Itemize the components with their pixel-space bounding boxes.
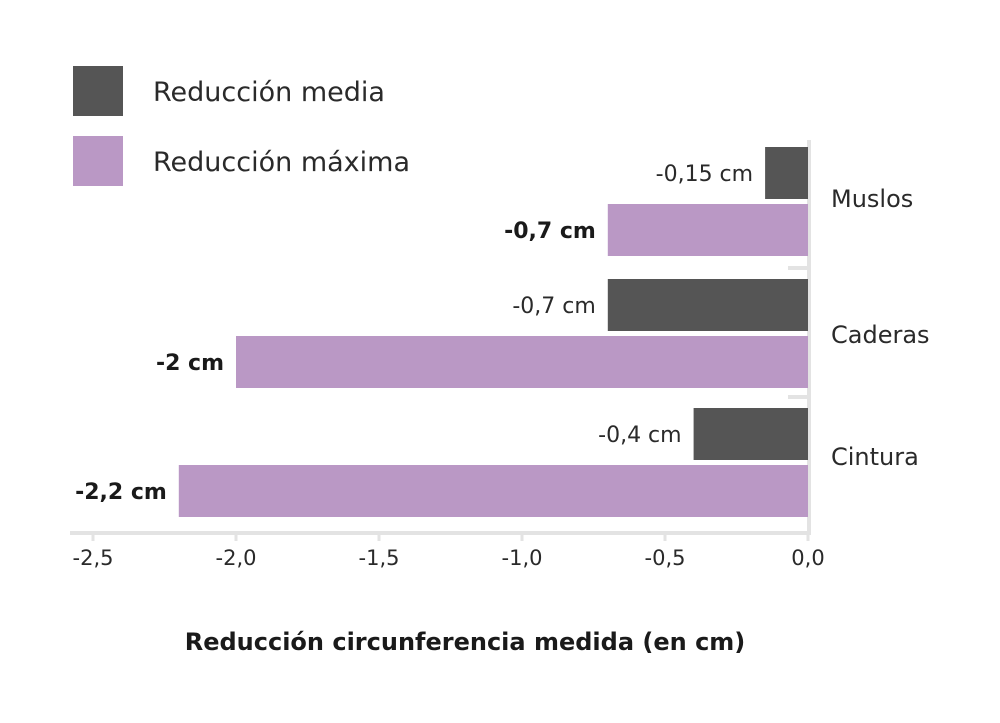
- data-label: -2,2 cm: [75, 480, 167, 505]
- x-tick-labels: -2,5 -2,0 -1,5 -1,0 -0,5 0,0: [73, 546, 825, 570]
- legend-swatch: [73, 66, 123, 116]
- category-label: Cintura: [831, 443, 919, 471]
- bar-maxima: [236, 336, 808, 388]
- axes: [70, 140, 811, 541]
- bar-media: [607, 279, 808, 331]
- x-tick-label: -1,5: [359, 546, 400, 570]
- x-axis-label: Reducción circunferencia medida (en cm): [185, 628, 746, 656]
- bar-media: [693, 408, 808, 460]
- bar-maxima: [178, 465, 809, 517]
- data-label: -0,4 cm: [598, 423, 681, 448]
- x-tick-label: 0,0: [791, 546, 824, 570]
- data-label: -0,7 cm: [512, 294, 595, 319]
- x-tick-label: -0,5: [645, 546, 686, 570]
- value-labels: -0,15 cm -0,7 cm -0,7 cm -2 cm -0,4 cm -2,2 c…: [75, 162, 753, 505]
- data-label: -2 cm: [156, 351, 224, 376]
- legend: Reducción media Reducción máxima: [73, 66, 410, 186]
- data-label: -0,15 cm: [656, 162, 753, 187]
- category-label: Caderas: [831, 321, 930, 349]
- x-tick-label: -2,0: [216, 546, 257, 570]
- x-tick-label: -2,5: [73, 546, 114, 570]
- category-label: Muslos: [831, 185, 913, 213]
- category-labels: Muslos Caderas Cintura: [831, 185, 930, 471]
- legend-label: Reducción media: [153, 77, 385, 108]
- data-label: -0,7 cm: [504, 219, 596, 244]
- bar-media: [765, 147, 808, 199]
- legend-swatch: [73, 136, 123, 186]
- bar-maxima: [607, 204, 808, 256]
- x-tick-label: -1,0: [502, 546, 543, 570]
- legend-label: Reducción máxima: [153, 147, 410, 178]
- bars: [178, 147, 809, 517]
